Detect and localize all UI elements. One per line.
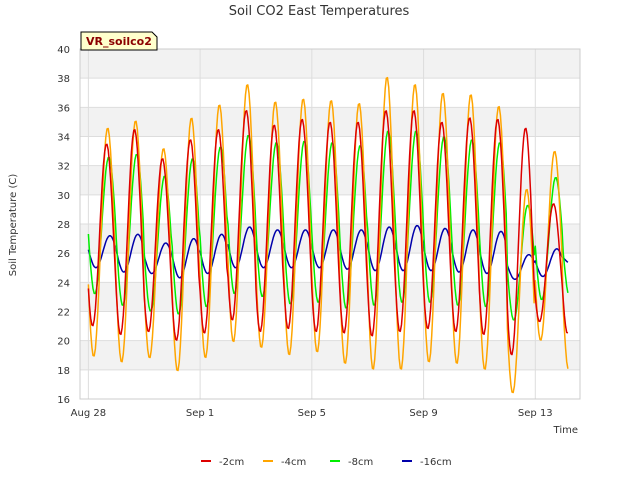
- y-tick-label: 20: [57, 337, 70, 348]
- y-tick-labels: 16 18 20 22 24 26 28 30 32 34 36 38 40: [57, 45, 70, 406]
- x-tick-label: Aug 28: [71, 408, 106, 419]
- y-tick-label: 16: [57, 395, 70, 406]
- legend-label: -16cm: [420, 457, 452, 468]
- y-tick-label: 38: [57, 74, 70, 85]
- y-tick-label: 32: [57, 162, 70, 173]
- plot-frame: [79, 48, 581, 400]
- plot-band: [80, 253, 580, 283]
- y-tick-label: 36: [57, 103, 70, 114]
- y-tick-label: 40: [57, 45, 70, 56]
- legend-label: -2cm: [219, 457, 244, 468]
- plot-band: [80, 49, 580, 79]
- series-line-m2cm: [87, 110, 569, 356]
- legend-label: -4cm: [281, 457, 306, 468]
- y-tick-label: 18: [57, 366, 70, 377]
- badge: VR_soilco2: [80, 31, 158, 51]
- plot-band: [80, 340, 580, 370]
- x-tick-labels: Aug 28 Sep 1 Sep 5 Sep 9 Sep 13: [71, 408, 553, 419]
- y-tick-label: 30: [57, 191, 70, 202]
- y-axis-label: Soil Temperature (C): [8, 174, 19, 277]
- plot-band: [80, 369, 580, 399]
- x-tick-label: Sep 1: [186, 408, 214, 419]
- x-tick-label: Sep 9: [409, 408, 437, 419]
- plot-band: [80, 311, 580, 341]
- y-tick-label: 28: [57, 220, 70, 231]
- y-tick-label: 34: [57, 133, 70, 144]
- x-tick-label: Sep 13: [518, 408, 553, 419]
- plot-band: [80, 282, 580, 312]
- plot-band: [80, 107, 580, 137]
- y-tick-label: 24: [57, 278, 70, 289]
- x-axis-label: Time: [553, 425, 578, 436]
- legend: -2cm -4cm -8cm -16cm: [201, 457, 452, 468]
- legend-label: -8cm: [348, 457, 373, 468]
- y-tick-label: 26: [57, 249, 70, 260]
- badge-label: VR_soilco2: [86, 35, 152, 48]
- chart-title: Soil CO2 East Temperatures: [229, 4, 410, 19]
- series-layer: [87, 76, 569, 394]
- y-tick-label: 22: [57, 308, 70, 319]
- plot-band: [80, 194, 580, 224]
- badge-box: [80, 31, 158, 51]
- x-tick-label: Sep 5: [298, 408, 326, 419]
